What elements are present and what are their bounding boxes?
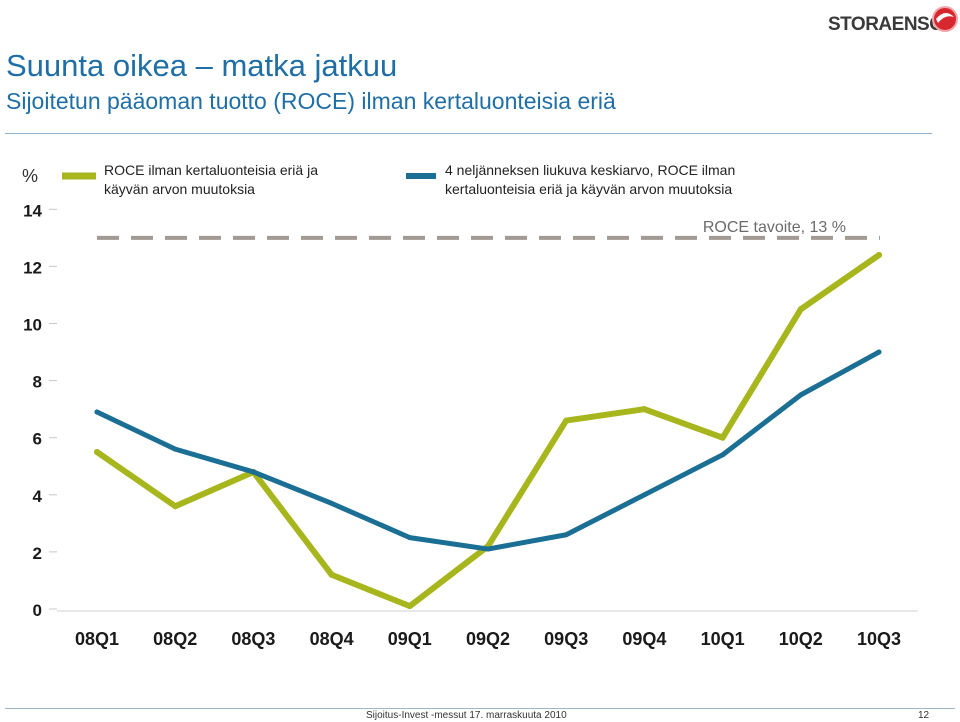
footer-divider <box>5 708 955 709</box>
x-tick-label: 09Q4 <box>622 629 666 649</box>
target-label: ROCE tavoite, 13 % <box>703 219 846 236</box>
legend-label-series2-line2: kertaluonteisia eriä ja käyvän arvon muu… <box>445 181 732 197</box>
x-tick-label: 08Q3 <box>231 629 275 649</box>
series-1-point <box>797 306 804 313</box>
series-1-point <box>876 251 882 258</box>
x-tick-label: 09Q2 <box>466 629 510 649</box>
page-number: 12 <box>918 710 930 721</box>
company-logo: STORAENSO <box>828 4 960 44</box>
y-axis-unit: % <box>22 166 39 186</box>
x-tick-label: 08Q4 <box>310 629 354 649</box>
y-tick-label: 6 <box>33 430 42 449</box>
x-axis: 08Q1 08Q2 08Q3 08Q4 09Q1 09Q2 09Q3 09Q4 10Q1 10Q2… <box>57 610 918 649</box>
x-tick-label: 08Q1 <box>75 629 119 649</box>
title-divider <box>5 133 932 134</box>
series-2-point <box>407 535 413 541</box>
series-1-point <box>172 503 179 510</box>
roce-chart: ROCE ilman kertaluonteisia eriä ja käyvä… <box>23 162 918 649</box>
series-1-point <box>406 603 413 610</box>
x-tick-label: 10Q1 <box>701 629 745 649</box>
x-tick-label: 09Q3 <box>544 629 588 649</box>
y-tick-label: 12 <box>23 258 42 277</box>
logo-text: STORAENSO <box>828 14 944 35</box>
y-tick-label: 10 <box>23 316 42 335</box>
series-1-point <box>94 448 100 455</box>
series-2-point <box>720 452 726 458</box>
logo-swirl-icon <box>932 6 958 32</box>
page-subtitle: Sijoitetun pääoman tuotto (ROCE) ilman k… <box>6 88 616 114</box>
x-tick-label: 09Q1 <box>388 629 432 649</box>
series-1-point <box>563 417 570 424</box>
series-line-1 <box>94 251 882 610</box>
series-lines <box>94 251 882 610</box>
legend-label-series2-line1: 4 neljänneksen liukuva keskiarvo, ROCE i… <box>445 162 735 178</box>
x-tick-label: 10Q3 <box>857 629 901 649</box>
series-1-point <box>641 406 648 413</box>
series-2-point <box>563 532 569 538</box>
series-2-point <box>172 446 178 452</box>
footer-text: Sijoitus-Invest -messut 17. marraskuuta … <box>366 710 567 721</box>
series-2-point <box>329 500 335 506</box>
page-title: Suunta oikea – matka jatkuu <box>6 48 398 83</box>
series-line-2 <box>94 349 882 552</box>
series-2-point <box>798 392 804 398</box>
series-1-point <box>328 571 335 578</box>
y-tick-label: 14 <box>23 201 42 220</box>
y-tick-label: 4 <box>33 487 43 506</box>
series-1-point <box>719 434 726 441</box>
series-2-point <box>250 469 256 475</box>
y-tick-label: 8 <box>33 373 42 392</box>
series-2-point <box>485 546 491 552</box>
legend-label-series1-line1: ROCE ilman kertaluonteisia eriä ja <box>104 162 318 178</box>
y-tick-label: 2 <box>33 544 42 563</box>
x-tick-label: 10Q2 <box>779 629 823 649</box>
y-axis: 0 2 4 6 8 10 12 14 <box>23 201 57 620</box>
legend-label-series1-line2: käyvän arvon muutoksia <box>104 181 255 197</box>
series-2-point <box>641 492 647 498</box>
series-2-point <box>94 409 100 415</box>
chart-legend: ROCE ilman kertaluonteisia eriä ja käyvä… <box>62 162 735 197</box>
y-tick-label: 0 <box>33 601 42 620</box>
x-tick-label: 08Q2 <box>153 629 197 649</box>
series-2-point <box>876 349 882 355</box>
